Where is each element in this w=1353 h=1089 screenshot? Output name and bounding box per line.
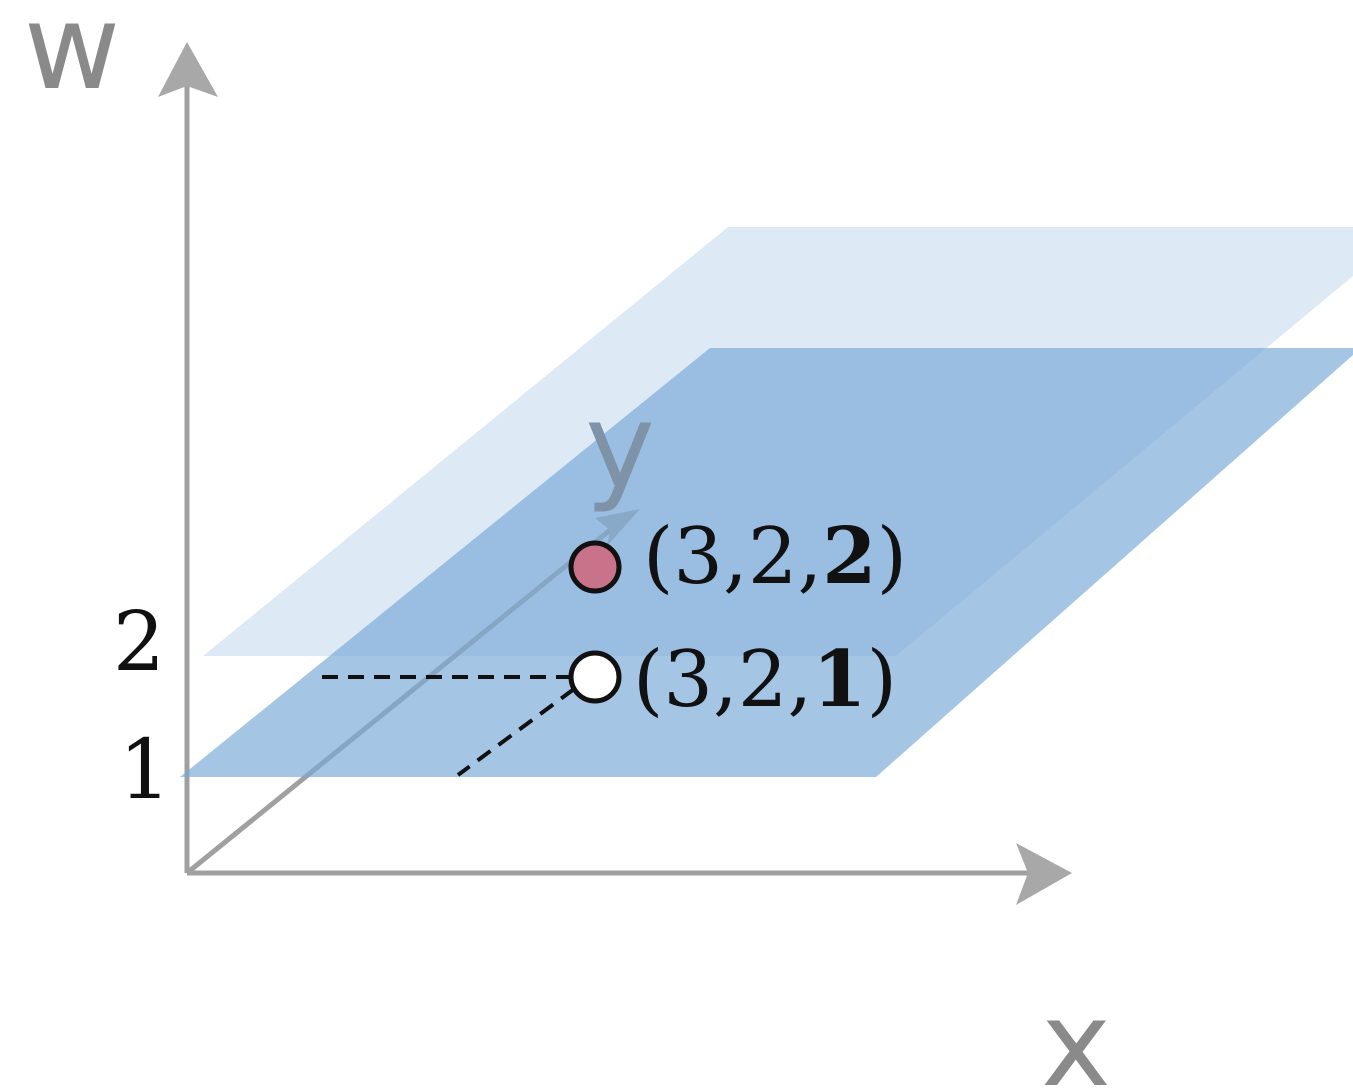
x-axis-arrowhead [1016, 843, 1072, 905]
point-upper-label-bold: 2 [822, 511, 876, 602]
y-axis-label: y [585, 377, 655, 515]
w-axis-label: w [24, 0, 121, 116]
w-axis-arrowhead [158, 42, 218, 97]
point-upper-label-suffix: ) [877, 512, 907, 602]
w-tick-1: 1 [119, 723, 171, 818]
point-lower-label-prefix: (3,2, [633, 635, 812, 725]
point-lower-marker [568, 650, 622, 704]
w-tick-2: 2 [113, 595, 165, 690]
x-axis-label: x [1041, 975, 1111, 1089]
point-lower-label-bold: 1 [812, 634, 866, 725]
point-upper-marker [568, 540, 622, 594]
point-lower-label: (3,2,1) [633, 634, 897, 725]
point-lower-label-suffix: ) [867, 635, 897, 725]
plane-w-1 [180, 348, 1353, 777]
point-upper-label: (3,2,2) [643, 511, 907, 602]
point-upper-label-prefix: (3,2, [643, 512, 822, 602]
